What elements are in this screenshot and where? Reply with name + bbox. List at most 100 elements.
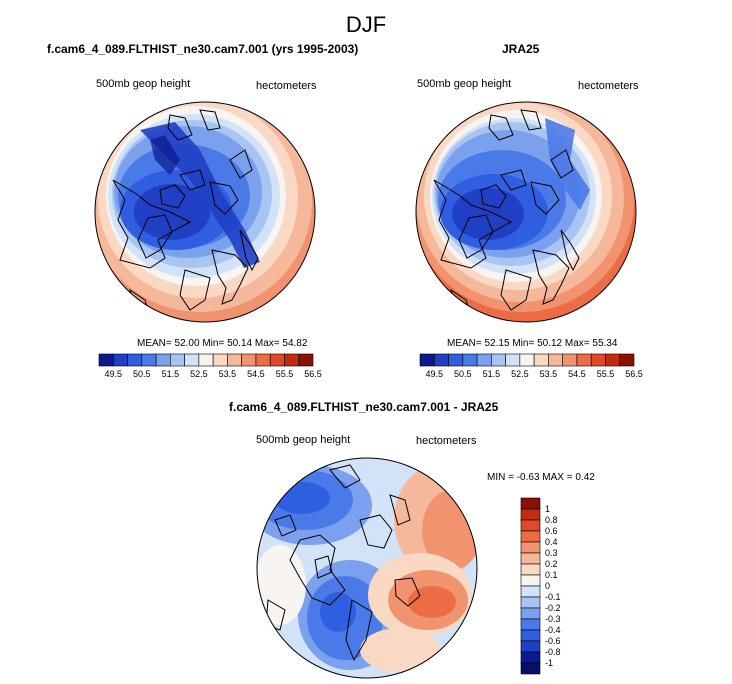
colorbar-difference-tick-label: 0: [545, 581, 550, 591]
colorbar-jra25-swatch: [590, 353, 606, 367]
colorbar-jra25-tick-label: 56.5: [625, 369, 643, 379]
colorbar-difference-tick-label: 0.3: [545, 548, 558, 558]
colorbar-model-tick-label: 51.5: [162, 369, 180, 379]
panel1-max-label: Max=: [254, 338, 280, 349]
colorbar-model-swatch: [255, 353, 271, 367]
colorbar-jra25-swatch: [533, 353, 549, 367]
season-title: DJF: [345, 12, 387, 37]
colorbar-difference-tick-label: 0.6: [545, 526, 558, 536]
colorbar-jra25-tick-label: 53.5: [540, 369, 558, 379]
colorbar-difference-swatch: [520, 541, 541, 554]
panel3-var-label: 500mb geop height: [256, 434, 351, 446]
map-model: [95, 102, 315, 322]
panel1-title: f.cam6_4_089.FLTHIST_ne30.cam7.001 (yrs …: [47, 42, 359, 56]
colorbar-jra25-swatch: [433, 353, 449, 367]
panel2-units: hectometers: [578, 80, 639, 92]
colorbar-difference-swatch: [520, 596, 541, 609]
colorbar-jra25-swatch: [605, 353, 621, 367]
map-difference: [257, 458, 477, 678]
colorbar-model-tick-label: 49.5: [105, 369, 123, 379]
colorbar-difference-tick-label: -0.1: [545, 592, 561, 602]
colorbar-jra25-swatch: [519, 353, 535, 367]
panel1-mean-label: MEAN=: [137, 338, 172, 349]
panel1-min-label: Min=: [202, 338, 225, 349]
panel1-units: hectometers: [256, 80, 317, 92]
colorbar-difference-swatch: [520, 563, 541, 576]
colorbar-jra25-tick-label: 50.5: [454, 369, 472, 379]
map-jra25: [416, 102, 636, 322]
colorbar-model-tick-label: 52.5: [190, 369, 208, 379]
coastlines-model: [112, 109, 259, 321]
colorbar-jra25-swatch: [462, 353, 478, 367]
colorbar-difference-swatch: [520, 530, 541, 543]
colorbar-difference-tick-label: 0.1: [545, 570, 558, 580]
colorbar-difference-tick-label: 1: [545, 504, 550, 514]
colorbar-jra25-swatch: [505, 353, 521, 367]
colorbar-model-swatch: [112, 353, 128, 367]
panel2-var-label: 500mb geop height: [417, 78, 512, 90]
panel2-mean: 52.15: [484, 338, 510, 349]
colorbar-difference-swatch: [520, 640, 541, 653]
colorbar-jra25-swatch: [419, 353, 435, 367]
colorbar-jra25-swatch: [548, 353, 563, 367]
colorbar-model-swatch: [241, 353, 257, 367]
colorbar-difference-swatch: [520, 519, 541, 532]
map-jra25-border: [415, 101, 637, 323]
panel1-stats: MEAN= 52.00 Min= 50.14 Max= 54.82: [137, 338, 307, 349]
panel3-units: hectometers: [416, 435, 477, 447]
colorbar-model-swatch: [184, 353, 200, 367]
panel3-stats: MIN = -0.63 MAX = 0.42: [487, 472, 595, 483]
colorbar-model-swatch: [170, 353, 185, 367]
panel1-var-label: 500mb geop height: [96, 78, 191, 90]
colorbar-model-swatch: [155, 353, 171, 367]
colorbar-jra25-swatch: [619, 353, 635, 367]
colorbar-difference-tick-label: 0.4: [545, 537, 558, 547]
panel2-min: 50.12: [537, 338, 563, 349]
colorbar-model-swatch: [198, 353, 214, 367]
colorbar-model-swatch: [284, 353, 300, 367]
colorbar-difference-tick-label: -1: [545, 658, 553, 668]
colorbar-jra25-swatch: [448, 353, 464, 367]
colorbar-model-tick-label: 53.5: [219, 369, 237, 379]
colorbar-difference-swatch: [520, 508, 541, 521]
colorbar-jra25: 49.5 50.5 51.5 52.5 53.5 54.5 55.5 56.5: [419, 353, 643, 379]
colorbar-jra25-swatch: [562, 353, 578, 367]
colorbar-jra25-swatch: [476, 353, 492, 367]
colorbar-difference-swatch: [520, 574, 541, 587]
colorbar-model: 49.5 50.5 51.5 52.5 53.5 54.5 55.5 56.5: [98, 353, 322, 379]
panel1-min: 50.14: [227, 338, 253, 349]
colorbar-difference-swatch: [520, 651, 541, 664]
colorbar-difference-tick-label: -0.8: [545, 647, 561, 657]
colorbar-difference: 10.80.60.40.30.20.10-0.1-0.2-0.3-0.4-0.6…: [520, 497, 561, 675]
coastlines-jra25: [433, 109, 580, 321]
colorbar-difference-swatch: [520, 662, 541, 675]
panel2-max: 55.34: [592, 338, 618, 349]
colorbar-model-tick-label: 55.5: [276, 369, 294, 379]
colorbar-difference-swatch: [520, 585, 541, 598]
colorbar-difference-tick-label: 0.8: [545, 515, 558, 525]
colorbar-model-swatch: [227, 353, 242, 367]
colorbar-difference-swatch: [520, 618, 541, 631]
colorbar-model-swatch: [141, 353, 157, 367]
colorbar-difference-tick-label: -0.3: [545, 614, 561, 624]
colorbar-model-tick-label: 56.5: [304, 369, 322, 379]
panel2-mean-label: MEAN=: [447, 338, 482, 349]
colorbar-model-swatch: [298, 353, 314, 367]
colorbar-jra25-tick-label: 49.5: [426, 369, 444, 379]
colorbar-jra25-swatch: [576, 353, 592, 367]
colorbar-difference-tick-label: 0.2: [545, 559, 558, 569]
panel2-title: JRA25: [502, 42, 540, 56]
colorbar-difference-swatch: [520, 552, 541, 565]
panel1-mean: 52.00: [174, 338, 200, 349]
colorbar-model-tick-label: 54.5: [247, 369, 265, 379]
map-model-border: [94, 101, 316, 323]
map-difference-border: [256, 457, 478, 679]
panel2-min-label: Min=: [512, 338, 535, 349]
colorbar-model-swatch: [212, 353, 228, 367]
colorbar-jra25-tick-label: 52.5: [511, 369, 529, 379]
colorbar-jra25-tick-label: 51.5: [483, 369, 501, 379]
colorbar-model-swatch: [127, 353, 143, 367]
panel1-max: 54.82: [282, 338, 308, 349]
colorbar-difference-tick-label: -0.2: [545, 603, 561, 613]
